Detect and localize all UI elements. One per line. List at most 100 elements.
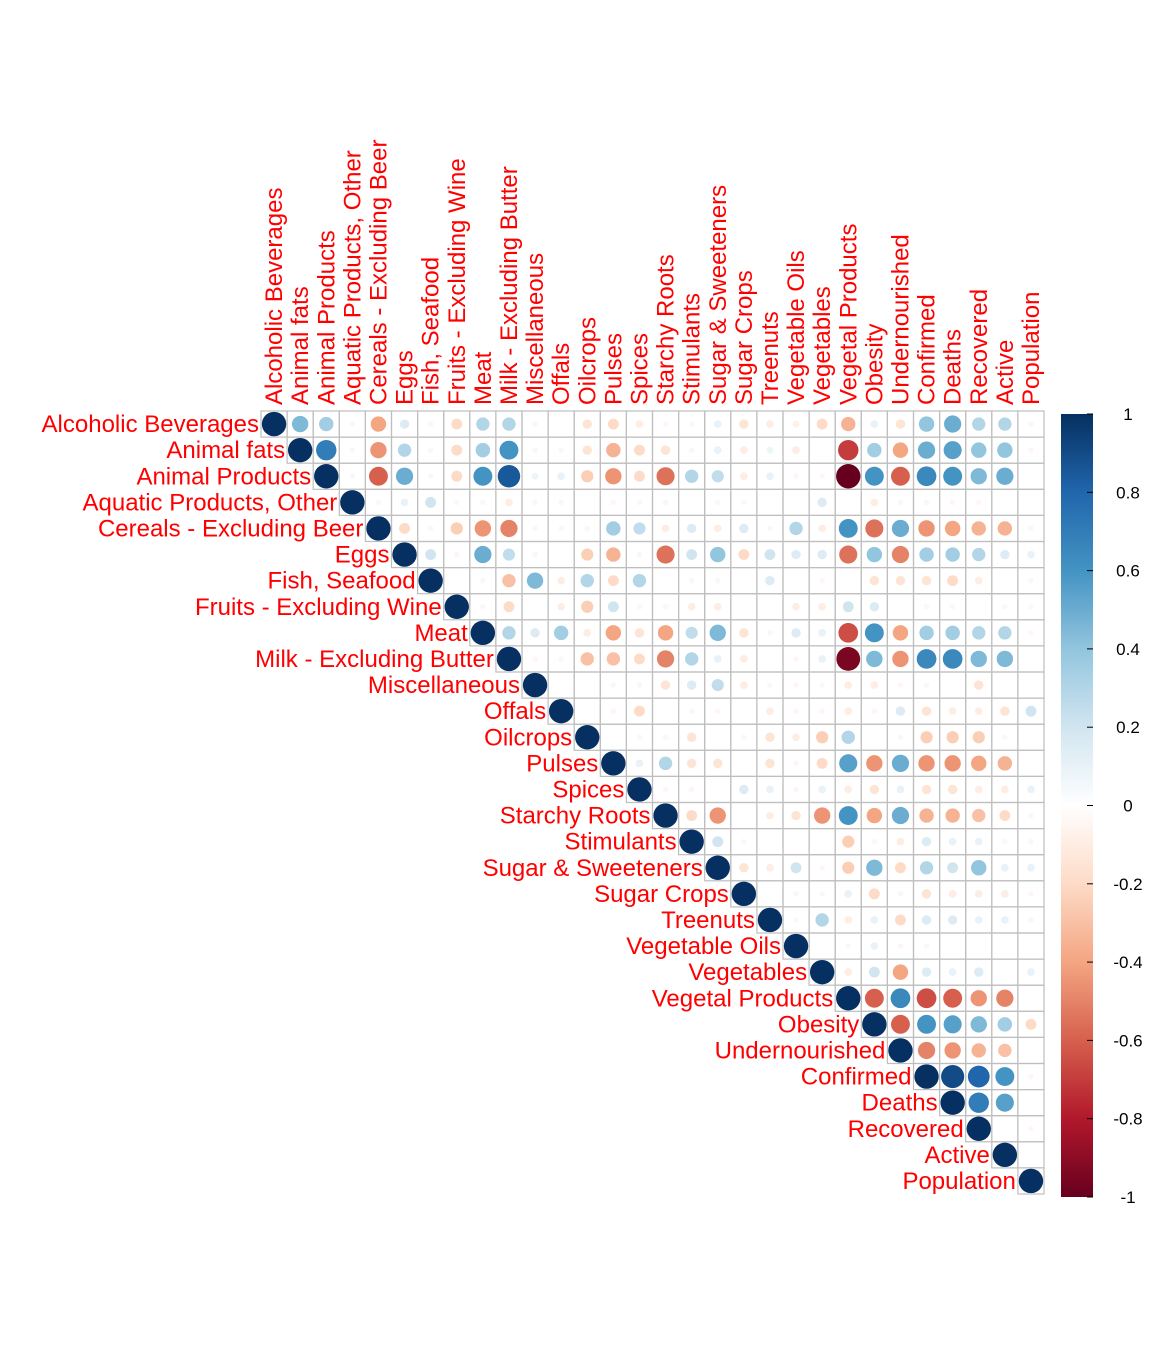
corr-circle-eggs-vegetables (817, 549, 827, 560)
corr-circle-aquatic-products-other-offals (558, 499, 564, 506)
corr-circle-eggs-oilcrops (581, 548, 594, 561)
corr-circle-deaths-active (995, 1093, 1014, 1112)
corr-circle-alcoholic-beverages-confirmed (918, 416, 935, 432)
corr-circle-eggs-spices (636, 551, 643, 558)
corr-circle-starchy-roots-vegetal-products (838, 806, 858, 826)
corr-circle-sugar-crops-recovered (974, 889, 983, 898)
column-label-eggs: Eggs (392, 350, 419, 405)
corr-circle-treenuts-vegetable-oils (793, 917, 799, 923)
row-label-animal-products: Animal Products (136, 463, 311, 490)
corr-circle-animal-products-vegetal-products (836, 464, 861, 489)
corr-circle-treenuts-vegetal-products (844, 916, 853, 924)
corr-circle-animal-fats-vegetable-oils (792, 446, 800, 455)
colorbar-tick-label: 0 (1123, 797, 1132, 816)
corr-circle-aquatic-products-other-miscellaneous (532, 499, 538, 506)
corr-circle-vegetables-undernourished (892, 964, 909, 980)
corr-circle-vegetables-confirmed (921, 967, 932, 977)
corr-circle-aquatic-products-other-fish-seafood (425, 496, 437, 508)
corr-circle-alcoholic-beverages-sugar-sweeteners (713, 420, 722, 428)
grid-cell (938, 671, 967, 699)
corr-circle-animal-products-eggs (395, 467, 414, 485)
corr-circle-pulses-vegetal-products (839, 754, 858, 773)
corr-circle-eggs-obesity (866, 546, 883, 563)
corr-circle-animal-fats-cereals-excluding-beer (370, 441, 387, 459)
corr-circle-alcoholic-beverages-starchy-roots (662, 421, 669, 427)
corr-circle-alcoholic-beverages-cereals-excluding-beer (370, 416, 387, 432)
corr-circle-milk-excluding-butter-sugar-sweeteners (713, 655, 722, 663)
corr-circle-miscellaneous-pulses (610, 682, 617, 688)
corr-circle-obesity-obesity (862, 1012, 887, 1037)
corr-circle-cereals-excluding-beer-fruits-excluding-wine (450, 522, 463, 535)
corr-circle-spices-deaths (947, 784, 958, 795)
grid-cell (834, 488, 862, 516)
corr-circle-animal-products-obesity (864, 466, 884, 486)
corr-circle-sugar-sweeteners-confirmed (919, 861, 934, 875)
corr-circle-confirmed-active (995, 1067, 1015, 1087)
corr-circle-oilcrops-recovered (972, 731, 985, 744)
corr-circle-fruits-excluding-wine-offals (557, 602, 566, 611)
column-label-obesity: Obesity (861, 324, 888, 405)
grid-cell (860, 723, 888, 751)
grid-cell (704, 775, 732, 804)
column-label-milk-excluding-butter: Milk - Excluding Butter (496, 166, 523, 405)
corr-circle-eggs-undernourished (891, 545, 910, 564)
corr-circle-aquatic-products-other-cereals-excluding-beer (375, 499, 382, 506)
corr-circle-animal-products-starchy-roots (656, 467, 675, 486)
grid-cell (547, 671, 575, 699)
corr-circle-pulses-stimulants (686, 758, 697, 769)
column-label-alcoholic-beverages: Alcoholic Beverages (261, 188, 288, 405)
corr-circle-eggs-sugar-sweeteners (710, 546, 726, 563)
corr-circle-stimulants-population (1028, 838, 1034, 845)
corr-circle-treenuts-obesity (870, 916, 879, 924)
corr-circle-deaths-recovered (968, 1092, 989, 1113)
colorbar-tick-label: -0.6 (1113, 1031, 1142, 1050)
corr-circle-eggs-milk-excluding-butter (502, 548, 516, 561)
corr-circle-meat-population (1028, 630, 1034, 636)
corr-circle-oilcrops-stimulants (686, 732, 697, 742)
corr-circle-miscellaneous-vegetable-oils (793, 682, 799, 688)
corr-circle-pulses-deaths (944, 755, 961, 772)
grid-cell (651, 566, 680, 595)
corr-circle-fruits-excluding-wine-starchy-roots (662, 604, 669, 610)
row-label-sugar-sweeteners: Sugar & Sweeteners (483, 855, 703, 882)
row-label-animal-fats: Animal fats (166, 437, 285, 464)
corr-circle-alcoholic-beverages-stimulants (688, 421, 695, 427)
corr-circle-pulses-starchy-roots (658, 756, 673, 771)
corr-circle-meat-active (998, 626, 1012, 640)
corr-circle-miscellaneous-obesity (870, 681, 879, 689)
grid-cell (938, 932, 967, 960)
corr-circle-starchy-roots-population (1028, 812, 1034, 819)
corr-circle-alcoholic-beverages-sugar-crops (739, 419, 749, 429)
corr-circle-vegetable-oils-vegetal-products (845, 943, 851, 949)
corr-circle-eggs-sugar-crops (738, 549, 750, 561)
corr-circle-vegetable-oils-confirmed (923, 943, 930, 949)
corr-circle-aquatic-products-other-pulses (610, 499, 617, 506)
corr-circle-animal-fats-milk-excluding-butter (499, 440, 519, 460)
corr-circle-obesity-deaths (943, 1015, 962, 1034)
corr-circle-cereals-excluding-beer-offals (558, 525, 564, 532)
corr-circle-animal-fats-starchy-roots (660, 445, 671, 455)
corr-circle-meat-pulses (605, 625, 622, 641)
corr-circle-obesity-recovered (970, 1016, 987, 1033)
grid-cell (756, 488, 784, 516)
corr-circle-alcoholic-beverages-miscellaneous (532, 421, 538, 427)
corr-circle-starchy-roots-starchy-roots (653, 803, 678, 828)
corr-circle-cereals-excluding-beer-confirmed (918, 520, 935, 537)
corr-circle-alcoholic-beverages-aquatic-products-other (349, 421, 356, 427)
row-label-vegetal-products: Vegetal Products (652, 985, 833, 1012)
corr-circle-treenuts-vegetables (815, 913, 829, 927)
grid-cell (1017, 671, 1045, 699)
grid-cell (599, 723, 627, 751)
row-label-vegetables: Vegetables (688, 959, 807, 986)
corr-circle-fish-seafood-pulses (607, 575, 619, 587)
corr-circle-fish-seafood-treenuts (765, 575, 775, 586)
grid-cell (704, 723, 732, 751)
row-label-offals: Offals (484, 698, 546, 725)
corr-circle-fish-seafood-sugar-sweeteners (715, 577, 721, 584)
corr-circle-oilcrops-confirmed (920, 731, 933, 744)
grid-cell (991, 566, 1019, 595)
corr-circle-sugar-crops-vegetables (819, 891, 825, 897)
corr-circle-stimulants-obesity (871, 838, 878, 845)
corr-circle-animal-fats-meat (475, 442, 491, 458)
corr-circle-stimulants-vegetal-products (842, 835, 855, 848)
